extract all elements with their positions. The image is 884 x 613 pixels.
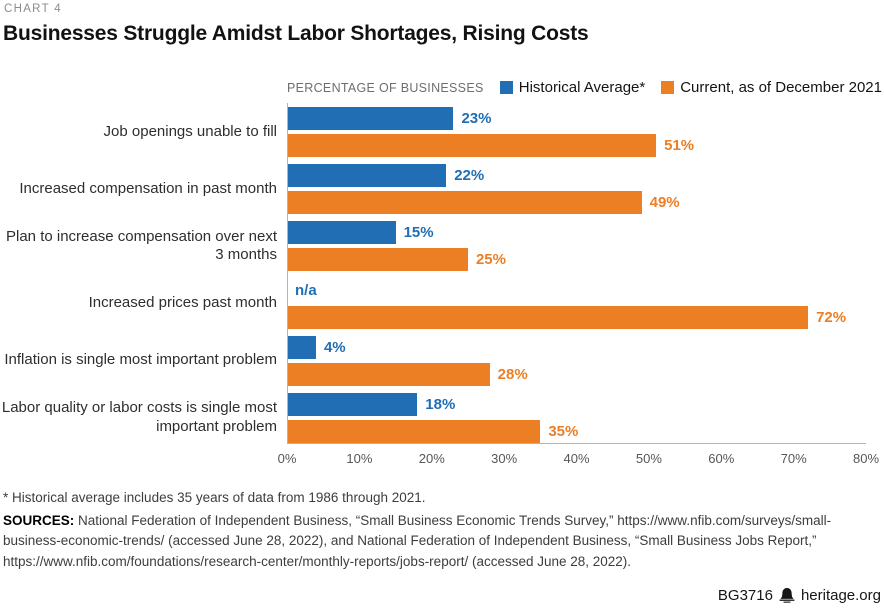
chart-kicker: CHART 4 xyxy=(4,3,62,15)
x-axis: 0% 10% 20% 30% 40% 50% 60% 70% 80% xyxy=(278,451,879,469)
bar-value-label: n/a xyxy=(295,281,317,299)
category-label: Increased prices past month xyxy=(88,294,277,312)
current-bar xyxy=(287,305,809,329)
x-tick-label: 30% xyxy=(491,451,518,466)
bar-value-label: 25% xyxy=(475,251,506,269)
x-axis-line xyxy=(287,443,866,444)
historical-bar xyxy=(287,107,454,130)
sources-note: SOURCES: National Federation of Independ… xyxy=(3,511,880,573)
historical-bar xyxy=(287,221,396,245)
bar-line: 49% xyxy=(287,191,866,215)
sources-text: National Federation of Independent Busin… xyxy=(3,512,832,569)
x-tick-label: 40% xyxy=(563,451,590,466)
bar-line: 25% xyxy=(287,248,866,272)
legend-swatch-icon xyxy=(499,81,513,94)
x-tick-label: 60% xyxy=(708,451,735,466)
x-tick-label: 10% xyxy=(346,451,373,466)
report-id: BG3716 xyxy=(717,587,773,604)
bar-value-label: 49% xyxy=(649,194,680,212)
bar-group: n/a 72% xyxy=(287,279,866,329)
chart-row: Increased compensation in past month 22% 4… xyxy=(0,164,866,215)
bar-value-label: 35% xyxy=(548,422,579,440)
bar-value-label: 18% xyxy=(425,395,456,413)
chart-rows: Job openings unable to fill 23% 51% Increas… xyxy=(0,107,866,443)
bar-line: 22% xyxy=(287,164,866,188)
liberty-bell-icon xyxy=(779,588,795,603)
bar-group: 18% 35% xyxy=(287,392,866,443)
chart-row: Increased prices past month n/a 72% xyxy=(0,279,866,329)
historical-bar xyxy=(287,392,418,416)
legend-row: PERCENTAGE OF BUSINESSES Historical Aver… xyxy=(287,79,882,96)
x-tick-label: 20% xyxy=(418,451,445,466)
bar-value-label: 23% xyxy=(461,110,492,127)
bar-value-label: 15% xyxy=(403,224,434,242)
axis-unit-label: PERCENTAGE OF BUSINESSES xyxy=(287,80,484,95)
page-title: Businesses Struggle Amidst Labor Shortag… xyxy=(3,22,589,45)
current-bar xyxy=(287,134,657,157)
category-label: Job openings unable to fill xyxy=(103,122,277,140)
legend-label: Current, as of December 2021 xyxy=(680,79,882,96)
category-label: Labor quality or labor costs is single m… xyxy=(1,399,277,435)
bar-line: 35% xyxy=(287,419,866,443)
legend-swatch-icon xyxy=(661,81,675,94)
bar-group: 22% 49% xyxy=(287,164,866,215)
x-tick-label: 70% xyxy=(780,451,807,466)
x-tick-label: 0% xyxy=(277,451,297,466)
historical-bar xyxy=(287,164,447,188)
x-tick-label: 80% xyxy=(852,451,880,466)
category-label: Inflation is single most important probl… xyxy=(4,351,277,369)
bar-group: 15% 25% xyxy=(287,221,866,272)
bar-value-label: 72% xyxy=(816,308,847,326)
bar-line: 23% xyxy=(287,107,866,130)
bar-value-label: 22% xyxy=(454,167,485,185)
footer-credit: BG3716 heritage.org xyxy=(718,587,881,604)
x-tick-label: 50% xyxy=(635,451,662,466)
chart-row: Plan to increase compensation over next … xyxy=(0,221,866,272)
bar-value-label: 28% xyxy=(497,365,528,383)
y-axis-line xyxy=(287,103,288,444)
current-bar xyxy=(287,362,490,386)
chart-row: Inflation is single most important probl… xyxy=(0,335,866,386)
legend: Historical Average* Current, as of Decemb… xyxy=(499,79,882,96)
bar-line: 72% xyxy=(287,305,866,329)
bar-value-label: 4% xyxy=(323,338,346,356)
chart-row: Labor quality or labor costs is single m… xyxy=(0,392,866,443)
bar-line: 28% xyxy=(287,362,866,386)
bar-line: 4% xyxy=(287,335,866,359)
bar-group: 4% 28% xyxy=(287,335,866,386)
current-bar xyxy=(287,419,541,443)
asterisk-note: * Historical average includes 35 years o… xyxy=(3,490,426,505)
current-bar xyxy=(287,191,642,215)
category-label: Increased compensation in past month xyxy=(19,179,277,197)
bar-value-label: 51% xyxy=(664,137,695,154)
legend-item-0: Historical Average* xyxy=(499,79,646,96)
sources-label: SOURCES: xyxy=(3,512,75,528)
footnotes: * Historical average includes 35 years o… xyxy=(3,488,880,572)
bar-line: 18% xyxy=(287,392,866,416)
bar-line: n/a xyxy=(287,279,866,302)
current-bar xyxy=(287,248,468,272)
legend-item-1: Current, as of December 2021 xyxy=(661,79,882,96)
site-label: heritage.org xyxy=(800,587,881,604)
bar-line: 15% xyxy=(287,221,866,245)
bar-line: 51% xyxy=(287,134,866,157)
plot-area: Job openings unable to fill 23% 51% Increas… xyxy=(0,103,866,444)
historical-bar xyxy=(287,335,316,359)
chart-row: Job openings unable to fill 23% 51% xyxy=(0,107,866,157)
category-label: Plan to increase compensation over next … xyxy=(6,227,277,264)
bar-group: 23% 51% xyxy=(287,107,866,157)
legend-label: Historical Average* xyxy=(518,79,646,96)
